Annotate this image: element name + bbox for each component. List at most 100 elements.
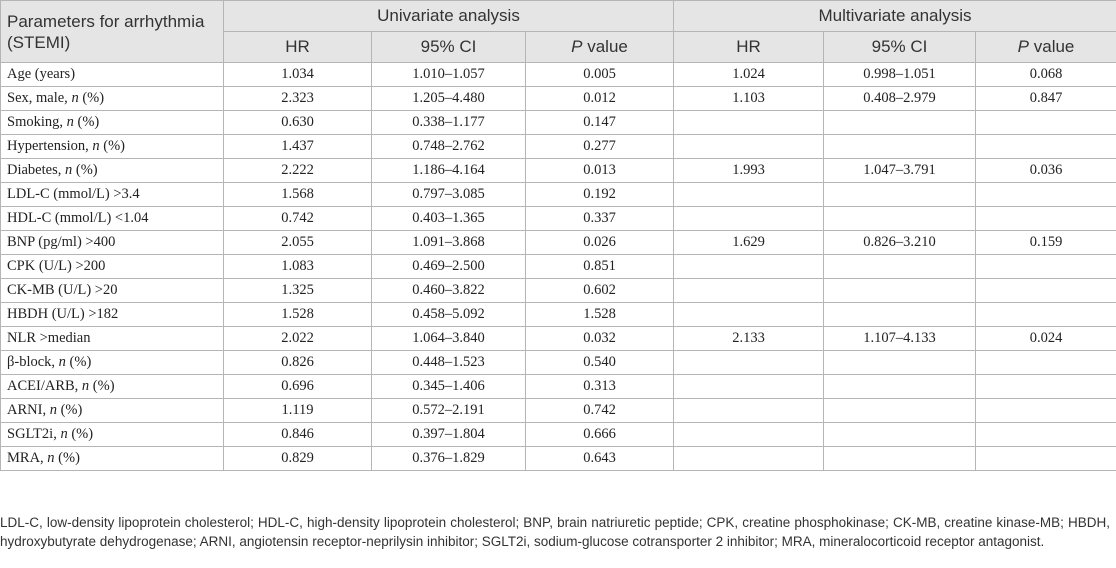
multivariate-hr-header: HR xyxy=(673,31,825,63)
univariate-hr-cell: 1.083 xyxy=(223,254,372,279)
table-body: Age (years) 1.034 1.010–1.057 0.005 1.024 0.9… xyxy=(0,62,1116,471)
parameter-label: MRA, xyxy=(7,450,48,466)
table-row: SGLT2i, n (%) 0.846 0.397–1.804 0.666 xyxy=(0,422,1116,447)
univariate-hr-cell: 2.055 xyxy=(223,230,372,255)
table-row: NLR >median 2.022 1.064–3.840 0.032 2.133 1.1… xyxy=(0,326,1116,351)
univariate-ci-header: 95% CI xyxy=(371,31,526,63)
univariate-p-cell: 0.012 xyxy=(524,86,675,111)
univariate-p-cell: 0.851 xyxy=(524,254,675,279)
multivariate-ci-cell: 0.408–2.979 xyxy=(823,86,977,111)
univariate-hr-cell: 2.222 xyxy=(223,158,372,183)
table-row: BNP (pg/ml) >400 2.055 1.091–3.868 0.026 1.6… xyxy=(0,230,1116,255)
parameter-n-symbol: n xyxy=(47,450,55,466)
parameter-suffix: (%) xyxy=(67,426,94,442)
multivariate-p-cell xyxy=(975,422,1116,447)
parameter-suffix: (%) xyxy=(56,402,83,418)
univariate-ci-cell: 0.572–2.191 xyxy=(371,398,526,423)
univariate-ci-cell: 0.797–3.085 xyxy=(371,182,526,207)
multivariate-p-cell: 0.159 xyxy=(975,230,1116,255)
univariate-p-cell: 0.026 xyxy=(524,230,675,255)
parameter-label: Diabetes, xyxy=(7,162,65,178)
univariate-ci-cell: 0.469–2.500 xyxy=(371,254,526,279)
multivariate-ci-cell xyxy=(823,446,977,471)
parameter-cell: ARNI, n (%) xyxy=(0,398,224,423)
parameter-label: CK-MB (U/L) >20 xyxy=(7,282,118,298)
univariate-ci-cell: 1.010–1.057 xyxy=(371,62,526,87)
multivariate-p-cell xyxy=(975,110,1116,135)
univariate-ci-cell: 0.376–1.829 xyxy=(371,446,526,471)
table-row: HBDH (U/L) >182 1.528 0.458–5.092 1.528 xyxy=(0,302,1116,327)
multivariate-hr-cell xyxy=(673,350,825,375)
univariate-hr-cell: 0.846 xyxy=(223,422,372,447)
univariate-p-cell: 0.277 xyxy=(524,134,675,159)
univariate-ci-cell: 1.064–3.840 xyxy=(371,326,526,351)
multivariate-p-cell: 0.068 xyxy=(975,62,1116,87)
univariate-p-cell: 0.147 xyxy=(524,110,675,135)
multivariate-ci-cell xyxy=(823,206,977,231)
univariate-hr-cell: 1.437 xyxy=(223,134,372,159)
univariate-p-cell: 0.192 xyxy=(524,182,675,207)
univariate-p-cell: 0.742 xyxy=(524,398,675,423)
parameter-n-symbol: n xyxy=(66,114,74,130)
univariate-hr-cell: 1.034 xyxy=(223,62,372,87)
multivariate-p-cell xyxy=(975,302,1116,327)
univariate-hr-header: HR xyxy=(223,31,372,63)
multivariate-hr-cell xyxy=(673,278,825,303)
multivariate-ci-cell xyxy=(823,302,977,327)
parameter-cell: NLR >median xyxy=(0,326,224,351)
parameter-suffix: (%) xyxy=(99,138,125,154)
parameter-label: ARNI, xyxy=(7,402,50,418)
multivariate-p-header: P value xyxy=(975,31,1116,63)
table-row: MRA, n (%) 0.829 0.376–1.829 0.643 xyxy=(0,446,1116,471)
univariate-ci-cell: 0.460–3.822 xyxy=(371,278,526,303)
univariate-header: Univariate analysis xyxy=(222,0,675,32)
multivariate-hr-cell xyxy=(673,206,825,231)
univariate-hr-cell: 0.696 xyxy=(223,374,372,399)
multivariate-hr-cell: 1.024 xyxy=(673,62,825,87)
univariate-hr-cell: 2.022 xyxy=(223,326,372,351)
table-row: ARNI, n (%) 1.119 0.572–2.191 0.742 xyxy=(0,398,1116,423)
multivariate-hr-cell xyxy=(673,422,825,447)
multivariate-hr-cell xyxy=(673,374,825,399)
parameter-cell: MRA, n (%) xyxy=(0,446,224,471)
parameter-n-symbol: n xyxy=(58,354,66,370)
multivariate-hr-cell xyxy=(673,254,825,279)
parameter-n-symbol: n xyxy=(49,402,57,418)
p-value-word: value xyxy=(582,37,628,56)
parameter-label: SGLT2i, xyxy=(7,426,61,442)
results-table: Parameters for arrhythmia (STEMI) Univar… xyxy=(0,0,1116,471)
multivariate-p-cell xyxy=(975,374,1116,399)
parameter-suffix: (%) xyxy=(54,450,80,466)
multivariate-ci-cell xyxy=(823,254,977,279)
univariate-p-cell: 0.666 xyxy=(524,422,675,447)
table-row: HDL-C (mmol/L) <1.04 0.742 0.403–1.365 0.33… xyxy=(0,206,1116,231)
multivariate-hr-cell xyxy=(673,398,825,423)
multivariate-ci-cell xyxy=(823,134,977,159)
table-row: Smoking, n (%) 0.630 0.338–1.177 0.147 xyxy=(0,110,1116,135)
multivariate-p-cell: 0.847 xyxy=(975,86,1116,111)
univariate-ci-cell: 0.448–1.523 xyxy=(371,350,526,375)
parameter-cell: Hypertension, n (%) xyxy=(0,134,224,159)
multivariate-ci-cell xyxy=(823,374,977,399)
multivariate-hr-cell: 1.993 xyxy=(673,158,825,183)
univariate-hr-cell: 1.528 xyxy=(223,302,372,327)
univariate-p-cell: 0.005 xyxy=(524,62,675,87)
multivariate-p-cell xyxy=(975,398,1116,423)
parameter-suffix: (%) xyxy=(65,354,92,370)
parameter-cell: HDL-C (mmol/L) <1.04 xyxy=(0,206,224,231)
parameter-label: CPK (U/L) >200 xyxy=(7,258,106,274)
parameter-label: NLR >median xyxy=(7,330,91,346)
multivariate-ci-cell xyxy=(823,398,977,423)
parameter-cell: CPK (U/L) >200 xyxy=(0,254,224,279)
multivariate-ci-cell xyxy=(823,110,977,135)
parameter-suffix: (%) xyxy=(89,378,115,394)
univariate-p-header: P value xyxy=(524,31,675,63)
multivariate-ci-cell xyxy=(823,422,977,447)
univariate-hr-cell: 1.119 xyxy=(223,398,372,423)
parameter-n-symbol: n xyxy=(71,90,79,106)
table-row: Sex, male, n (%) 2.323 1.205–4.480 0.012 1.1… xyxy=(0,86,1116,111)
table-row: LDL-C (mmol/L) >3.4 1.568 0.797–3.085 0.192 xyxy=(0,182,1116,207)
p-value-word: value xyxy=(1029,37,1075,56)
parameter-cell: SGLT2i, n (%) xyxy=(0,422,224,447)
univariate-ci-cell: 1.091–3.868 xyxy=(371,230,526,255)
